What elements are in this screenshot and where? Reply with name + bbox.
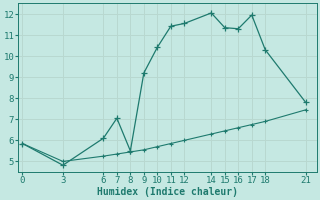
X-axis label: Humidex (Indice chaleur): Humidex (Indice chaleur) — [97, 186, 238, 197]
